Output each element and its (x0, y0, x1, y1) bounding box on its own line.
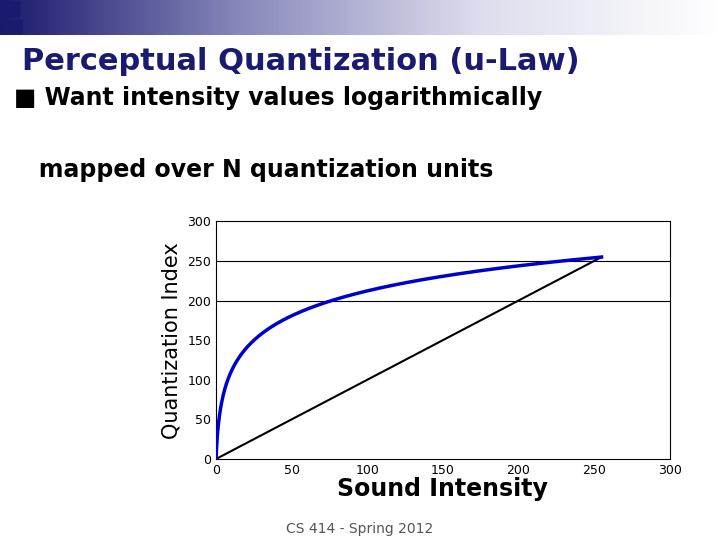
Bar (9, 20, 22, 33)
Bar (6, 3, 19, 16)
Text: Perceptual Quantization (u-Law): Perceptual Quantization (u-Law) (22, 48, 579, 76)
Y-axis label: Quantization Index: Quantization Index (162, 242, 181, 438)
Text: mapped over N quantization units: mapped over N quantization units (14, 158, 494, 181)
Text: Sound Intensity: Sound Intensity (338, 477, 548, 501)
Text: ■ Want intensity values logarithmically: ■ Want intensity values logarithmically (14, 86, 543, 110)
Text: CS 414 - Spring 2012: CS 414 - Spring 2012 (287, 522, 433, 536)
